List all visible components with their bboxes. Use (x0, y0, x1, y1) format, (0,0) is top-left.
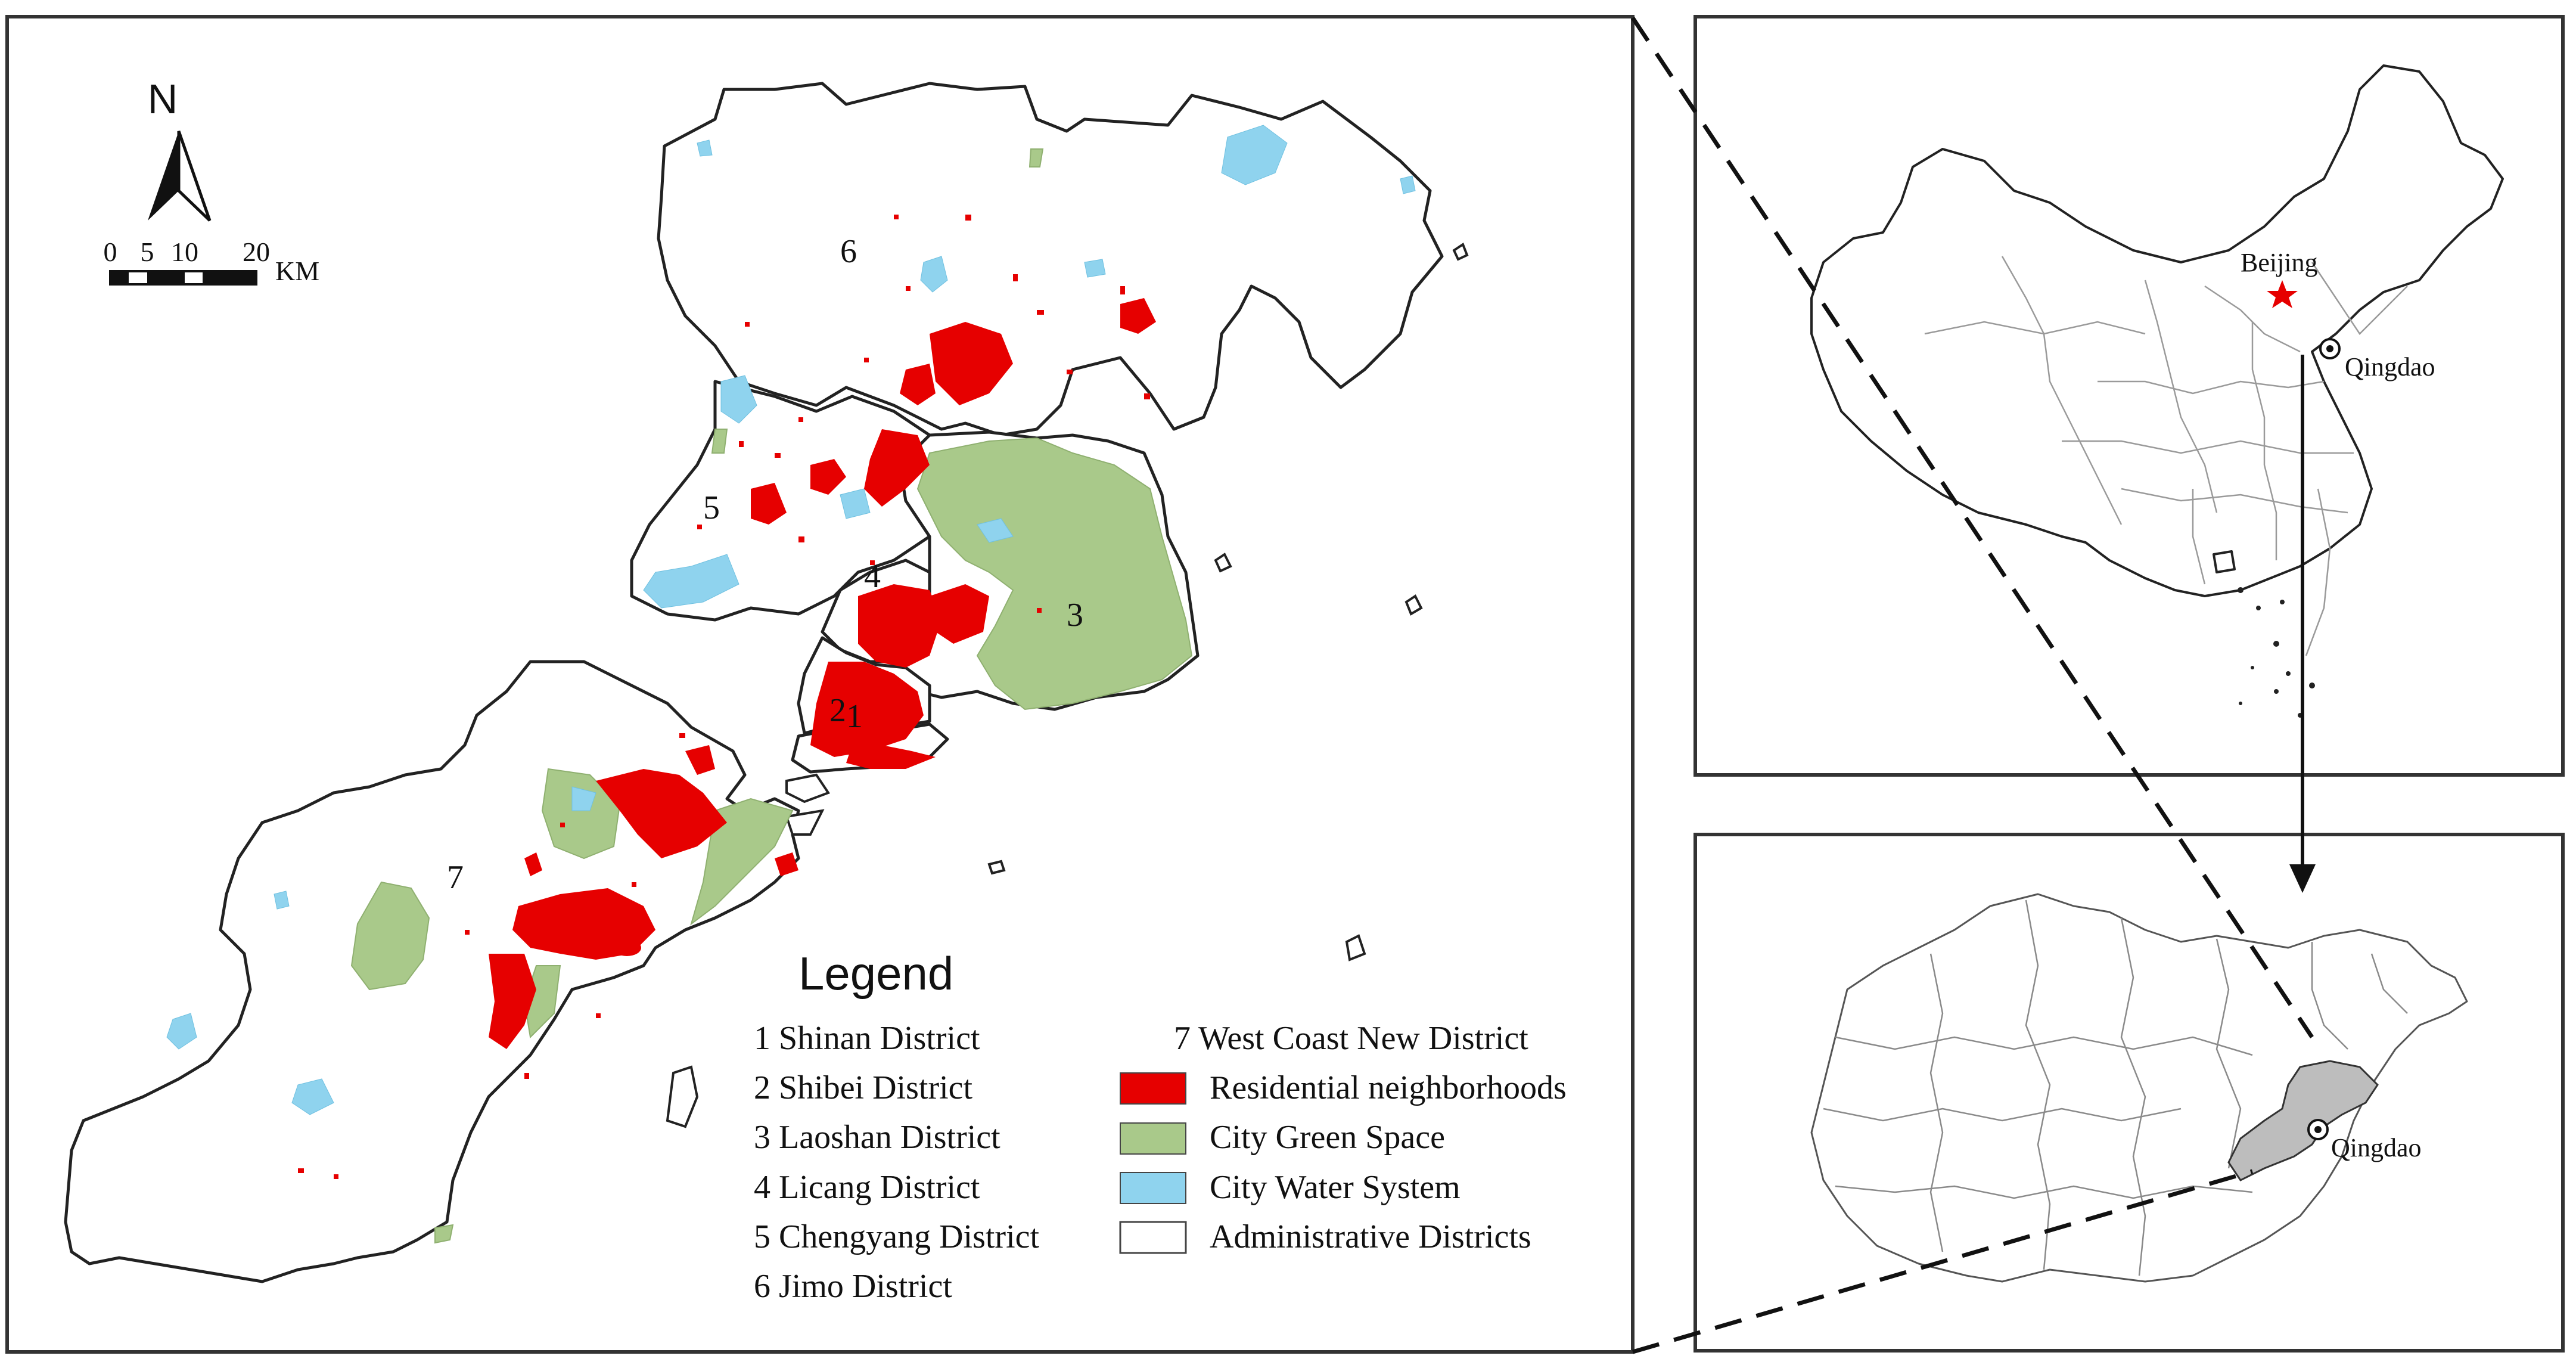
water-body (920, 256, 948, 293)
district-number-6: 6 (840, 233, 857, 270)
dashed-connector-bottom (1632, 1169, 2253, 1354)
connector-lines (1631, 17, 2316, 1354)
north-arrow-icon (148, 131, 179, 221)
legend-district-6: 6 Jimo District (754, 1268, 952, 1305)
residential-neighborhoods (489, 298, 1156, 1049)
legend-label-residential: Residential neighborhoods (1210, 1069, 1567, 1106)
legend-district-4: 4 Licang District (754, 1169, 980, 1206)
water-body (1084, 259, 1106, 278)
green-space-laoshan (916, 437, 1193, 711)
water-body (840, 488, 871, 519)
water-body (1221, 125, 1288, 185)
island (1404, 594, 1423, 616)
scale-unit: KM (275, 256, 319, 286)
shandong-inset-panel: Qingdao (1693, 833, 2565, 1353)
island (785, 773, 831, 804)
water-body (697, 139, 713, 157)
district-number-1: 1 (846, 698, 863, 735)
island (785, 809, 825, 836)
north-arrow: N (148, 76, 212, 222)
shandong-outline (1810, 893, 2468, 1283)
legend-district-1: 1 Shinan District (754, 1020, 980, 1057)
district-number-4: 4 (864, 558, 881, 595)
scale-tick-0: 0 (104, 237, 117, 267)
china-outline (1810, 64, 2504, 597)
residential-scatter (298, 215, 1150, 1179)
scale-tick-10: 10 (171, 237, 198, 267)
legend-district-3: 3 Laoshan District (754, 1119, 1000, 1156)
island (666, 1065, 699, 1128)
china-province-lines (1924, 256, 2408, 585)
island (1345, 934, 1366, 961)
district-number-7: 7 (447, 859, 464, 896)
water-body (1400, 175, 1416, 194)
water-body (720, 375, 757, 424)
down-arrow-icon (2289, 864, 2316, 893)
legend: Legend 1 Shinan District 2 Shibei Distri… (754, 947, 1567, 1305)
legend-district-7: 7 West Coast New District (1174, 1020, 1528, 1057)
legend-swatch-admin (1119, 1221, 1187, 1254)
legend-swatch-residential (1120, 1072, 1186, 1105)
legend-title: Legend (798, 947, 953, 1000)
green-space (1028, 148, 1044, 167)
qingdao-highlight-area (2227, 1060, 2379, 1181)
green-space (350, 881, 430, 991)
legend-label-admin: Administrative Districts (1210, 1218, 1531, 1255)
district-number-2: 2 (829, 692, 846, 729)
legend-label-water: City Water System (1210, 1169, 1461, 1206)
main-map-panel: 1 2 3 4 5 6 7 N 0 5 10 20 KM Legend 1 Sh… (5, 15, 1635, 1354)
green-space (541, 768, 621, 860)
water-body (977, 518, 1014, 543)
island (987, 860, 1006, 875)
south-china-sea-islands (2213, 550, 2315, 718)
green-space (711, 429, 728, 454)
qingdao-label-shandong: Qingdao (2331, 1133, 2422, 1162)
qingdao-label-china: Qingdao (2345, 352, 2435, 381)
legend-district-5: 5 Chengyang District (754, 1218, 1039, 1255)
water-body (571, 786, 596, 811)
nine-dash-line (2305, 488, 2331, 656)
scale-tick-20: 20 (243, 237, 270, 267)
legend-swatch-green-space (1120, 1122, 1186, 1155)
legend-swatch-water (1120, 1172, 1186, 1204)
dashed-connector-top (1631, 17, 2314, 1038)
district-number-5: 5 (703, 489, 720, 526)
beijing-star-icon (2267, 280, 2298, 308)
north-label: N (148, 76, 178, 122)
water-body (274, 891, 290, 910)
island (1214, 553, 1232, 573)
china-inset-panel: Beijing Qingdao (1693, 15, 2565, 777)
island (1452, 242, 1469, 261)
legend-district-2: 2 Shibei District (754, 1069, 973, 1106)
district-number-3: 3 (1067, 597, 1083, 634)
shandong-city-lines (1823, 899, 2408, 1276)
legend-label-green-space: City Green Space (1210, 1119, 1445, 1156)
water-body (643, 554, 739, 609)
beijing-label: Beijing (2241, 248, 2318, 277)
scale-bar: 0 5 10 20 KM (104, 237, 320, 286)
scale-tick-5: 5 (141, 237, 154, 267)
water-body (291, 1078, 334, 1115)
green-space (434, 1224, 454, 1244)
water-body (166, 1013, 197, 1050)
